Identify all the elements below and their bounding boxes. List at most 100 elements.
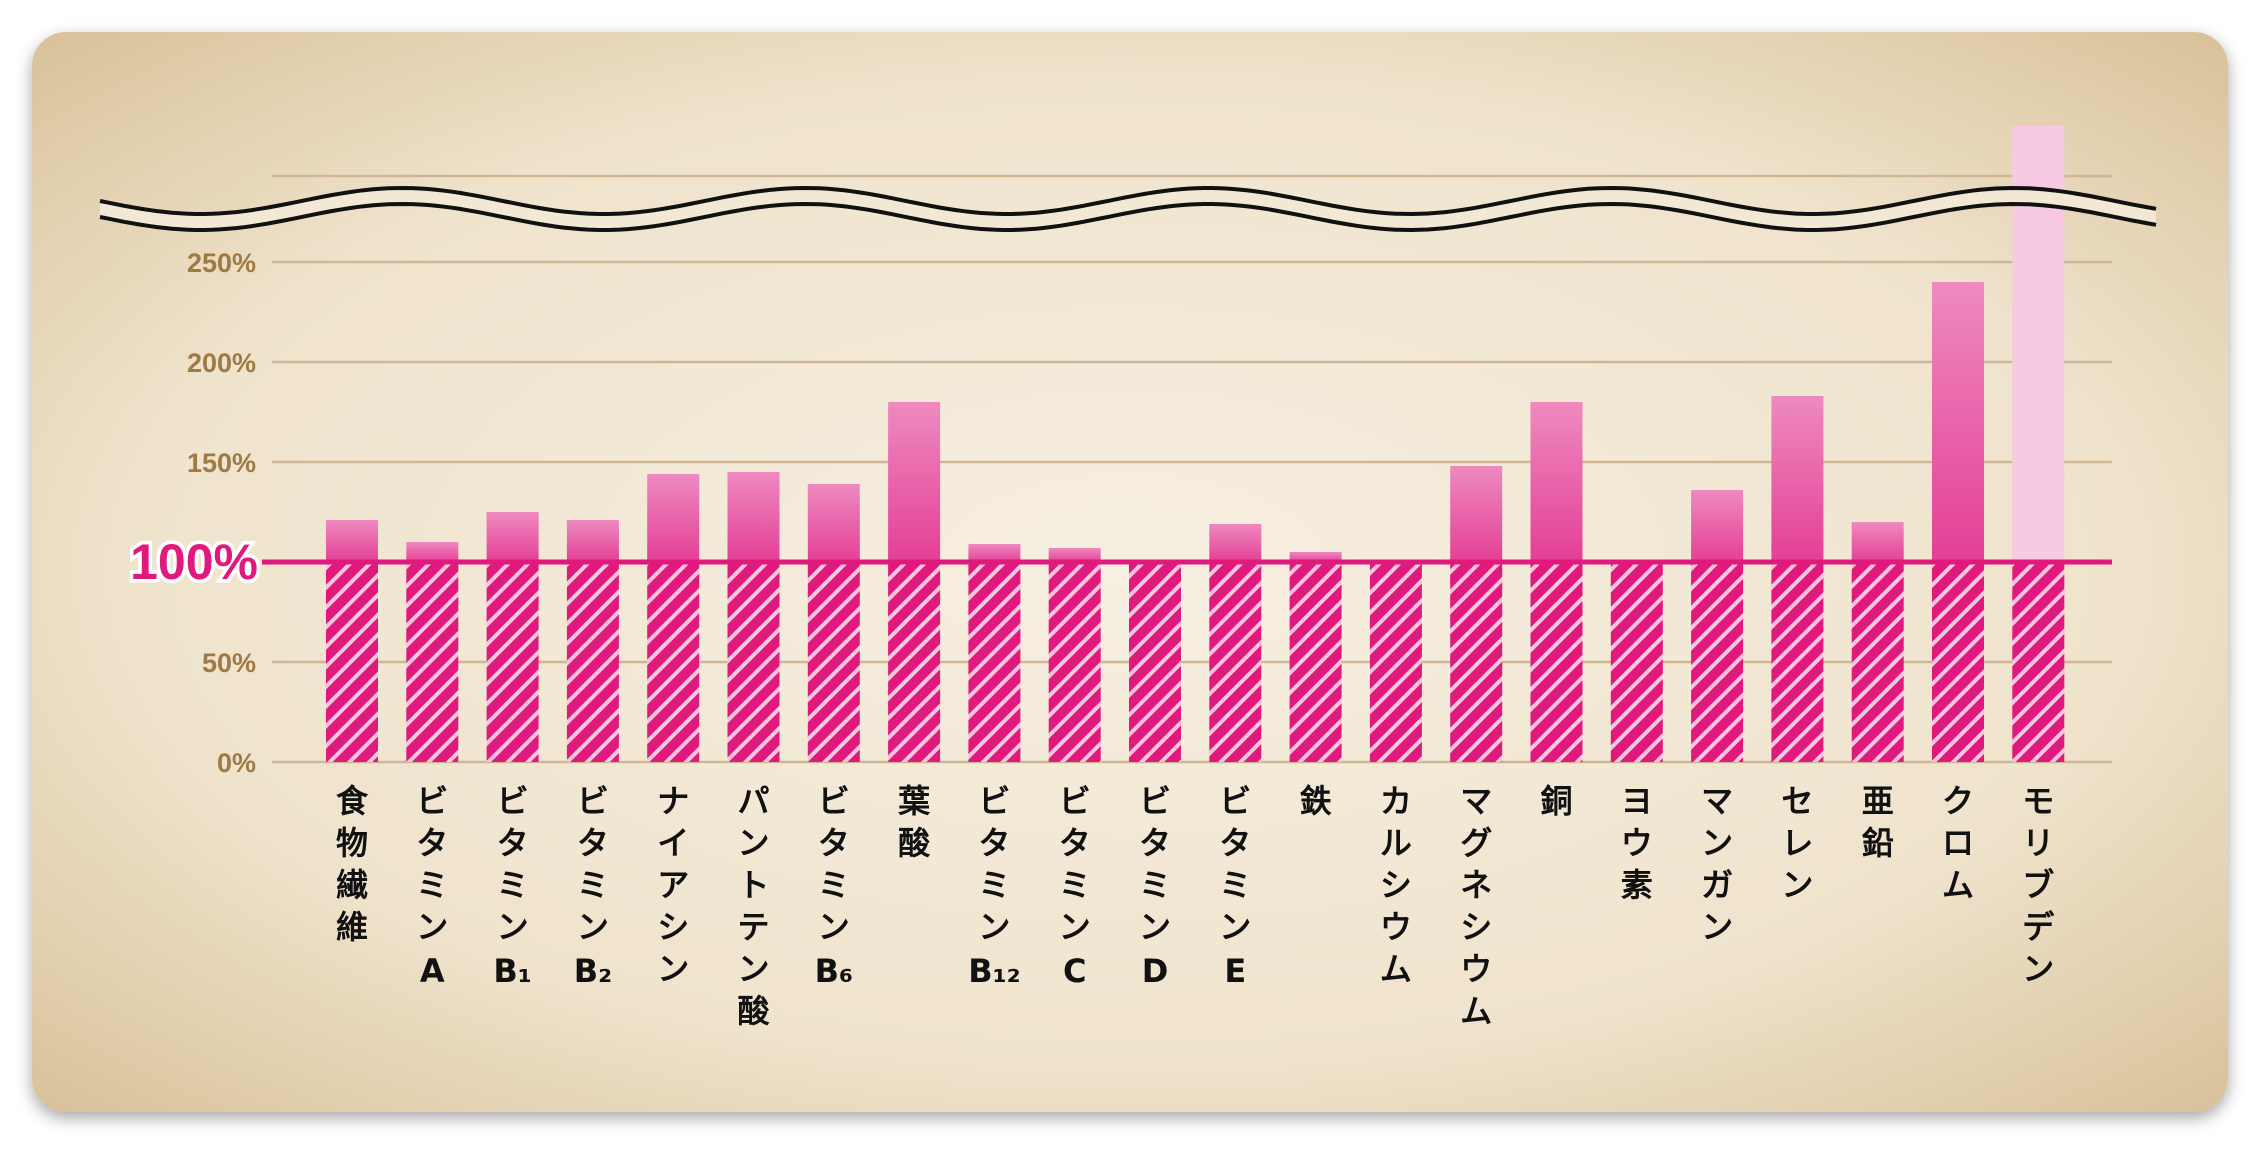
y-tick-label: 0% <box>217 748 256 778</box>
category-label: 葉酸 <box>897 782 931 862</box>
category-label-char: デ <box>2022 908 2055 946</box>
bar <box>1610 562 1663 762</box>
bar-segment-above-100 <box>888 402 941 562</box>
category-label-char: タ <box>1139 824 1171 862</box>
bar <box>1691 490 1744 762</box>
category-label: セレン <box>1781 782 1813 904</box>
category-label-char: タ <box>577 824 609 862</box>
y-tick-label: 150% <box>187 448 256 478</box>
category-label-char: タ <box>1219 824 1251 862</box>
bar <box>807 484 860 762</box>
category-label-char: タ <box>416 824 448 862</box>
category-label-char: ン <box>657 950 689 988</box>
bar <box>1048 548 1101 762</box>
bar-segment-below-100 <box>486 562 539 762</box>
category-label-char: ウ <box>1621 824 1653 862</box>
bar-segment-below-100 <box>1771 562 1824 762</box>
bar <box>406 542 459 762</box>
bar <box>486 512 539 762</box>
category-label: 鉄 <box>1300 782 1332 820</box>
bar-segment-above-100 <box>1932 282 1984 562</box>
axis-break <box>99 185 2157 233</box>
category-label-char: ミ <box>1059 866 1091 904</box>
category-label-char: シ <box>1380 866 1412 904</box>
category-label-char: 鉄 <box>1300 782 1332 820</box>
bar-segment-below-100 <box>1530 562 1583 762</box>
x-axis-labels: 食物繊維ビタミンAビタミンB₁ビタミンB₂ナイアシンパントテン酸ビタミンB₆葉酸… <box>336 782 2055 1030</box>
category-label-char: タ <box>978 824 1010 862</box>
category-label-char: ン <box>577 908 609 946</box>
category-label-char: 酸 <box>737 992 770 1030</box>
category-label-char: 繊 <box>336 866 368 904</box>
category-label-char: ビ <box>978 782 1010 820</box>
bar <box>1771 396 1824 762</box>
y-tick-label: 250% <box>187 248 256 278</box>
category-label-char: ク <box>1942 782 1974 820</box>
category-label-suffix: C <box>1063 952 1086 990</box>
bar-segment-below-100 <box>1450 562 1503 762</box>
category-label-char: 鉛 <box>1862 824 1894 862</box>
bar-segment-above-100 <box>1048 548 1101 562</box>
category-label-char: リ <box>2022 824 2054 862</box>
bar <box>1530 402 1583 762</box>
y-tick-label: 200% <box>187 348 256 378</box>
category-label-char: 物 <box>336 824 368 862</box>
bar <box>727 472 780 762</box>
category-label-char: ウ <box>1380 908 1412 946</box>
bar <box>1129 562 1181 762</box>
category-label-char: ト <box>737 866 769 904</box>
category-label-suffix: B₆ <box>815 952 853 990</box>
category-label-char: 素 <box>1621 866 1653 904</box>
category-label-char: ム <box>1942 866 1974 904</box>
y-tick-label: 50% <box>202 648 256 678</box>
category-label-char: 酸 <box>898 824 931 862</box>
bar-segment-below-100 <box>647 562 700 762</box>
bar <box>1369 562 1422 762</box>
bar-segment-below-100 <box>406 562 459 762</box>
category-label-char: ネ <box>1460 866 1492 904</box>
bar-segment-below-100 <box>1851 562 1904 762</box>
bar-segment-below-100 <box>1369 562 1422 762</box>
category-label-char: ブ <box>2022 866 2054 904</box>
category-label-char: ン <box>497 908 529 946</box>
bar-segment-above-100 <box>326 520 378 562</box>
category-label-char: レ <box>1781 824 1813 862</box>
category-label-char: ム <box>1380 950 1412 988</box>
break-band <box>100 188 2156 230</box>
bar-segment-below-100 <box>1129 562 1181 762</box>
category-label-char: ミ <box>577 866 609 904</box>
category-label: 亜鉛 <box>1862 782 1894 862</box>
category-label-char: パ <box>737 782 769 820</box>
bar-segment-below-100 <box>888 562 941 762</box>
category-label-suffix: B₁ <box>493 952 531 990</box>
bar-segment-below-100 <box>1209 562 1262 762</box>
category-label-char: ミ <box>497 866 529 904</box>
category-label-suffix: E <box>1224 952 1246 990</box>
category-label-char: ヨ <box>1621 782 1653 820</box>
category-label-char: ミ <box>416 866 448 904</box>
y-tick-label: 100% <box>130 534 258 590</box>
bar-segment-above-100 <box>1450 466 1503 562</box>
category-label-char: ミ <box>1139 866 1171 904</box>
category-label-char: セ <box>1781 782 1813 820</box>
bar-segment-below-100 <box>727 562 780 762</box>
category-label-char: ン <box>416 908 448 946</box>
bar-segment-above-100 <box>1771 396 1824 562</box>
bar-segment-above-100 <box>968 544 1021 562</box>
category-label-suffix: B₂ <box>574 952 612 990</box>
category-label-char: タ <box>497 824 529 862</box>
bar-segment-below-100 <box>807 562 860 762</box>
bar <box>1851 522 1904 762</box>
bar <box>888 402 941 762</box>
category-label-char: ナ <box>657 782 689 820</box>
bar-segment-below-100 <box>1048 562 1101 762</box>
bar <box>2012 126 2065 762</box>
category-label-char: ン <box>2022 950 2054 988</box>
bar <box>566 520 619 762</box>
